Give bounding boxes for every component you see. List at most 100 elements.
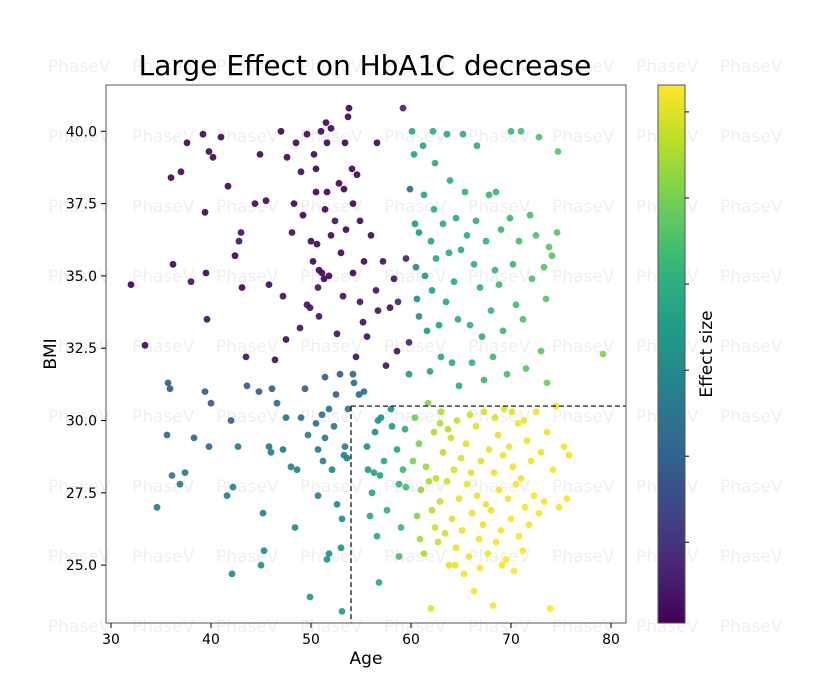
data-point [395, 553, 403, 560]
data-point [323, 556, 331, 563]
data-point [169, 260, 177, 268]
data-point [177, 168, 185, 176]
data-point [373, 139, 381, 147]
data-point [472, 217, 480, 225]
data-point [487, 506, 495, 514]
data-point [423, 327, 431, 335]
data-point [510, 567, 518, 575]
data-point [306, 304, 314, 312]
data-point [497, 527, 505, 534]
data-point [479, 521, 487, 529]
data-point [519, 315, 527, 323]
data-point [432, 255, 440, 262]
data-point [549, 466, 557, 474]
watermark-text: PhaseV [132, 57, 195, 77]
data-point [306, 593, 314, 601]
data-point [460, 570, 468, 578]
data-point [468, 359, 476, 367]
data-point [338, 515, 346, 523]
data-point [505, 443, 513, 450]
data-point [441, 529, 449, 537]
watermark-text: PhaseV [720, 127, 783, 147]
data-point [342, 226, 350, 234]
watermark-text: PhaseV [132, 407, 195, 427]
data-point [406, 185, 414, 193]
x-tick-label: 60 [402, 632, 420, 648]
y-tick-label: 40.0 [66, 124, 97, 140]
data-point [312, 188, 320, 196]
data-point [277, 127, 285, 135]
data-point [387, 405, 395, 413]
watermark-text: PhaseV [720, 477, 783, 497]
watermark-text: PhaseV [720, 57, 783, 77]
data-point [521, 503, 529, 511]
data-point [426, 368, 434, 375]
y-axis-label: BMI [41, 338, 61, 369]
data-point [444, 425, 452, 433]
data-point [480, 376, 488, 384]
data-point [399, 466, 407, 474]
data-point [402, 255, 410, 262]
data-point [318, 269, 326, 277]
axes-frame [105, 84, 627, 624]
data-point [349, 200, 357, 208]
data-point [265, 443, 273, 450]
data-point [503, 370, 511, 378]
watermark-text: PhaseV [48, 127, 111, 147]
data-point [325, 272, 333, 280]
data-point [335, 179, 343, 187]
data-point [498, 561, 506, 569]
data-point [530, 492, 538, 500]
data-point [141, 341, 149, 349]
watermark-text: PhaseV [552, 407, 615, 427]
data-point [565, 451, 573, 459]
data-point [436, 420, 444, 427]
watermark-text: PhaseV [384, 547, 447, 567]
data-point [432, 475, 440, 482]
data-point [323, 139, 331, 147]
data-point [363, 333, 371, 340]
data-point [451, 561, 459, 569]
data-point [408, 127, 416, 135]
data-point [478, 333, 486, 340]
data-point [265, 281, 273, 288]
x-tick-label: 70 [502, 632, 520, 648]
data-point [234, 443, 242, 450]
data-point [430, 428, 438, 436]
data-point [463, 480, 471, 488]
watermark-text: PhaseV [468, 197, 531, 217]
data-point [410, 151, 418, 158]
watermark-text: PhaseV [720, 407, 783, 427]
data-point [475, 535, 483, 543]
data-point [370, 469, 378, 476]
data-point [599, 350, 607, 358]
data-point [548, 252, 556, 260]
data-point [467, 469, 475, 476]
watermark-text: PhaseV [300, 57, 363, 77]
watermark-text: PhaseV [132, 477, 195, 497]
watermark-text: PhaseV [48, 617, 111, 637]
data-point [377, 414, 385, 421]
data-point [379, 258, 387, 265]
data-point [190, 434, 198, 442]
data-point [477, 457, 485, 465]
data-point [523, 437, 531, 445]
data-point [231, 252, 239, 260]
data-point [328, 466, 336, 474]
data-point [293, 466, 301, 474]
data-point [442, 298, 450, 306]
data-point [466, 411, 474, 419]
data-point [509, 463, 517, 471]
data-point [399, 104, 407, 112]
watermark-text: PhaseV [720, 197, 783, 217]
data-point [336, 370, 344, 378]
data-point [482, 237, 490, 245]
watermark-text: PhaseV [636, 57, 699, 77]
watermark-text: PhaseV [720, 337, 783, 357]
watermark-text: PhaseV [132, 127, 195, 147]
data-point [320, 275, 328, 283]
y-tick-label: 30.0 [66, 414, 97, 430]
data-point [153, 503, 161, 511]
data-point [323, 188, 331, 196]
y-tick-label: 27.5 [66, 486, 97, 502]
